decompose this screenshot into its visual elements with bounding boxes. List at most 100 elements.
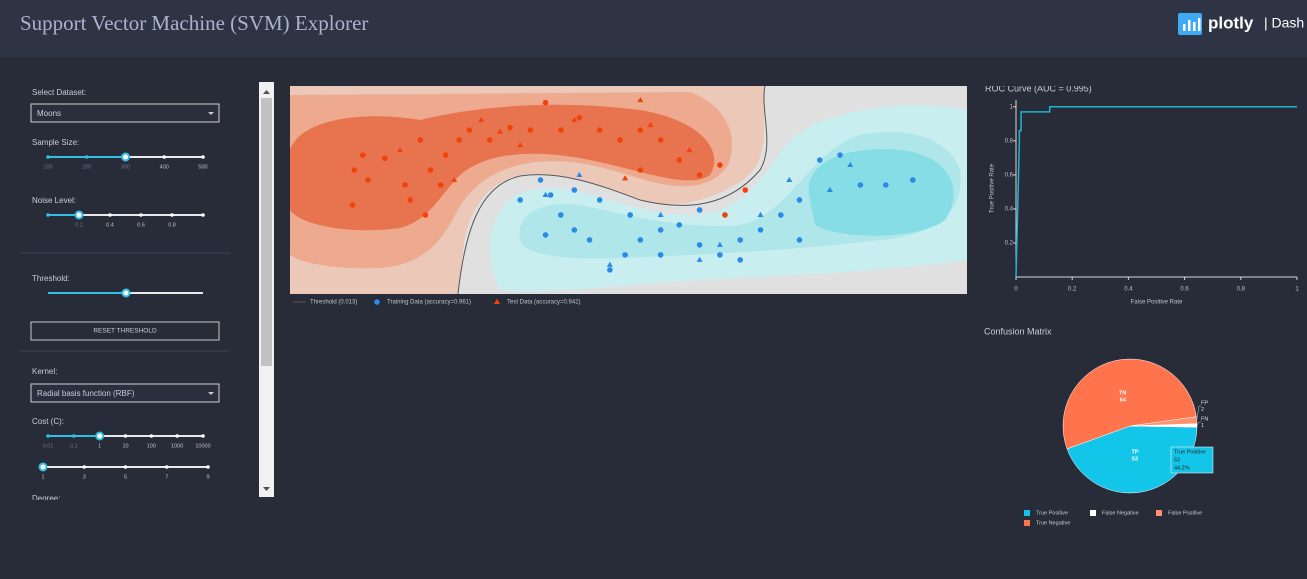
slider-handle[interactable] bbox=[121, 152, 130, 162]
data-point bbox=[786, 176, 793, 183]
data-point bbox=[576, 171, 583, 178]
pie-slice[interactable] bbox=[1062, 358, 1197, 450]
data-point bbox=[696, 207, 703, 213]
slider-mark-label: 10000 bbox=[195, 443, 210, 449]
x-tick-label: 0.4 bbox=[1124, 287, 1133, 293]
data-point bbox=[542, 99, 549, 106]
data-point bbox=[571, 116, 578, 123]
data-point bbox=[517, 197, 523, 203]
legend-swatch[interactable] bbox=[1024, 510, 1030, 516]
slider-dot bbox=[123, 434, 128, 438]
data-point bbox=[696, 172, 703, 178]
leader-line bbox=[1196, 421, 1201, 426]
chart-title: Confusion Matrix bbox=[984, 326, 1052, 336]
data-point bbox=[657, 252, 664, 258]
data-point bbox=[657, 227, 664, 233]
data-point bbox=[537, 177, 544, 183]
slider-handle[interactable] bbox=[121, 288, 131, 298]
slice-label: TN bbox=[1119, 391, 1126, 397]
data-point bbox=[637, 167, 644, 173]
data-point bbox=[451, 176, 458, 183]
data-point bbox=[717, 252, 723, 258]
data-point bbox=[757, 227, 764, 233]
slider-mark-label: 200 bbox=[82, 164, 91, 170]
slider-dot bbox=[84, 155, 89, 159]
slider-dot bbox=[82, 465, 87, 469]
data-point bbox=[507, 124, 513, 131]
data-point bbox=[586, 237, 593, 243]
data-point bbox=[359, 152, 366, 158]
slider-mark-label: 300 bbox=[121, 164, 130, 170]
data-point bbox=[882, 182, 889, 188]
dataset-dropdown[interactable]: Moons bbox=[30, 103, 220, 123]
legend-swatch[interactable] bbox=[1090, 510, 1096, 516]
hover-percent: 44.2% bbox=[1174, 465, 1190, 471]
roc-chart: ROC Curve (AUC = 0.995) 0 0.2 0.4 0.6 0.8 1 0.2… bbox=[985, 83, 1299, 306]
x-tick-label: 0.6 bbox=[1180, 287, 1189, 293]
legend-label[interactable]: False Negative bbox=[1102, 510, 1139, 516]
slice-value: 2 bbox=[1201, 407, 1204, 413]
slider-dot bbox=[46, 213, 50, 217]
scroll-thumb[interactable] bbox=[261, 98, 272, 366]
data-point bbox=[365, 177, 371, 183]
dropdown-arrow bbox=[208, 112, 214, 115]
slider-mark-label: 0.1 bbox=[70, 443, 78, 449]
brand-name: plotly bbox=[1208, 13, 1254, 32]
legend-swatch[interactable] bbox=[1024, 520, 1030, 526]
data-point bbox=[547, 192, 554, 198]
legend-label[interactable]: True Positive bbox=[1036, 510, 1068, 516]
legend-swatch[interactable] bbox=[1156, 510, 1162, 516]
slider-mark-label: 1 bbox=[98, 443, 101, 449]
dropdown-box bbox=[30, 103, 220, 123]
slider-handle[interactable] bbox=[38, 462, 48, 472]
slider-dot bbox=[164, 465, 169, 469]
scrollbar[interactable] bbox=[259, 82, 274, 497]
data-point bbox=[558, 212, 564, 218]
data-point bbox=[542, 191, 549, 197]
slider-mark-label: 500 bbox=[198, 164, 207, 170]
data-point bbox=[576, 114, 583, 121]
control-label: Degree: bbox=[32, 494, 60, 503]
chart-title: ROC Curve (AUC = 0.995) bbox=[985, 83, 1092, 93]
reset-button[interactable]: RESET THRESHOLD bbox=[30, 321, 220, 341]
header-bar bbox=[0, 0, 1307, 57]
data-point bbox=[402, 182, 408, 188]
leader-line bbox=[1196, 405, 1201, 421]
legend-label[interactable]: True Negative bbox=[1036, 520, 1070, 526]
x-axis-title: False Positive Rate bbox=[1131, 300, 1183, 306]
slider-mark-label: 400 bbox=[160, 164, 169, 170]
data-point bbox=[716, 241, 723, 247]
slider-dot bbox=[46, 155, 50, 159]
scroll-down[interactable] bbox=[263, 487, 270, 491]
data-point bbox=[517, 141, 524, 148]
data-point bbox=[558, 127, 564, 133]
data-point bbox=[686, 146, 693, 153]
y-tick-label: 0.6 bbox=[1005, 172, 1014, 178]
slider-dot bbox=[108, 213, 112, 217]
y-tick-label: 1 bbox=[1010, 104, 1014, 110]
data-point bbox=[622, 175, 629, 181]
data-point bbox=[910, 177, 916, 183]
legend-label[interactable]: False Positive bbox=[1168, 510, 1202, 516]
app-title: Support Vector Machine (SVM) Explorer bbox=[20, 11, 368, 35]
data-point bbox=[622, 252, 628, 258]
slider-handle[interactable] bbox=[74, 210, 84, 220]
data-point bbox=[571, 227, 578, 233]
slider-dot bbox=[46, 434, 50, 438]
slider-handle[interactable] bbox=[95, 431, 105, 441]
data-point bbox=[607, 267, 613, 273]
dropdown-box bbox=[30, 383, 220, 403]
data-point bbox=[596, 197, 603, 203]
legend-symbol bbox=[494, 298, 500, 304]
scroll-up[interactable] bbox=[263, 90, 270, 94]
slice-label: FP bbox=[1201, 400, 1208, 406]
slider-mark-label: 9 bbox=[206, 474, 209, 480]
svm-plot: Threshold (0.013) Training Data (accuracy… bbox=[290, 85, 967, 306]
control-label: Select Dataset: bbox=[32, 88, 86, 97]
kernel-dropdown[interactable]: Radial basis function (RBF) bbox=[30, 383, 220, 403]
data-point bbox=[596, 127, 603, 133]
brand-logo[interactable]: plotly | Dash bbox=[1178, 13, 1304, 35]
contour-blue bbox=[808, 149, 954, 236]
data-point bbox=[427, 167, 434, 173]
